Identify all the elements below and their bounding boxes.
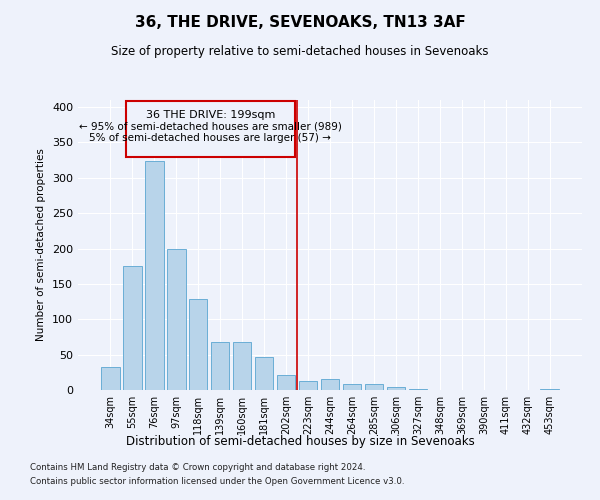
Bar	[365, 384, 383, 390]
Text: Contains HM Land Registry data © Crown copyright and database right 2024.: Contains HM Land Registry data © Crown c…	[30, 464, 365, 472]
Bar	[277, 375, 295, 390]
Bar	[123, 266, 142, 390]
Text: Size of property relative to semi-detached houses in Sevenoaks: Size of property relative to semi-detach…	[111, 45, 489, 58]
Text: 36 THE DRIVE: 199sqm: 36 THE DRIVE: 199sqm	[146, 110, 275, 120]
Bar	[343, 384, 361, 390]
Text: 5% of semi-detached houses are larger (57) →: 5% of semi-detached houses are larger (5…	[89, 133, 331, 143]
Bar	[101, 366, 119, 390]
Bar	[233, 342, 251, 390]
Bar	[145, 161, 164, 390]
Text: 36, THE DRIVE, SEVENOAKS, TN13 3AF: 36, THE DRIVE, SEVENOAKS, TN13 3AF	[134, 15, 466, 30]
Y-axis label: Number of semi-detached properties: Number of semi-detached properties	[37, 148, 46, 342]
Bar	[255, 357, 274, 390]
Bar	[167, 249, 185, 390]
Bar	[320, 378, 340, 390]
Text: Contains public sector information licensed under the Open Government Licence v3: Contains public sector information licen…	[30, 477, 404, 486]
Bar	[386, 387, 405, 390]
Bar	[189, 300, 208, 390]
Bar	[211, 342, 229, 390]
Bar	[299, 381, 317, 390]
FancyBboxPatch shape	[125, 102, 295, 156]
Text: ← 95% of semi-detached houses are smaller (989): ← 95% of semi-detached houses are smalle…	[79, 121, 341, 131]
Text: Distribution of semi-detached houses by size in Sevenoaks: Distribution of semi-detached houses by …	[125, 435, 475, 448]
